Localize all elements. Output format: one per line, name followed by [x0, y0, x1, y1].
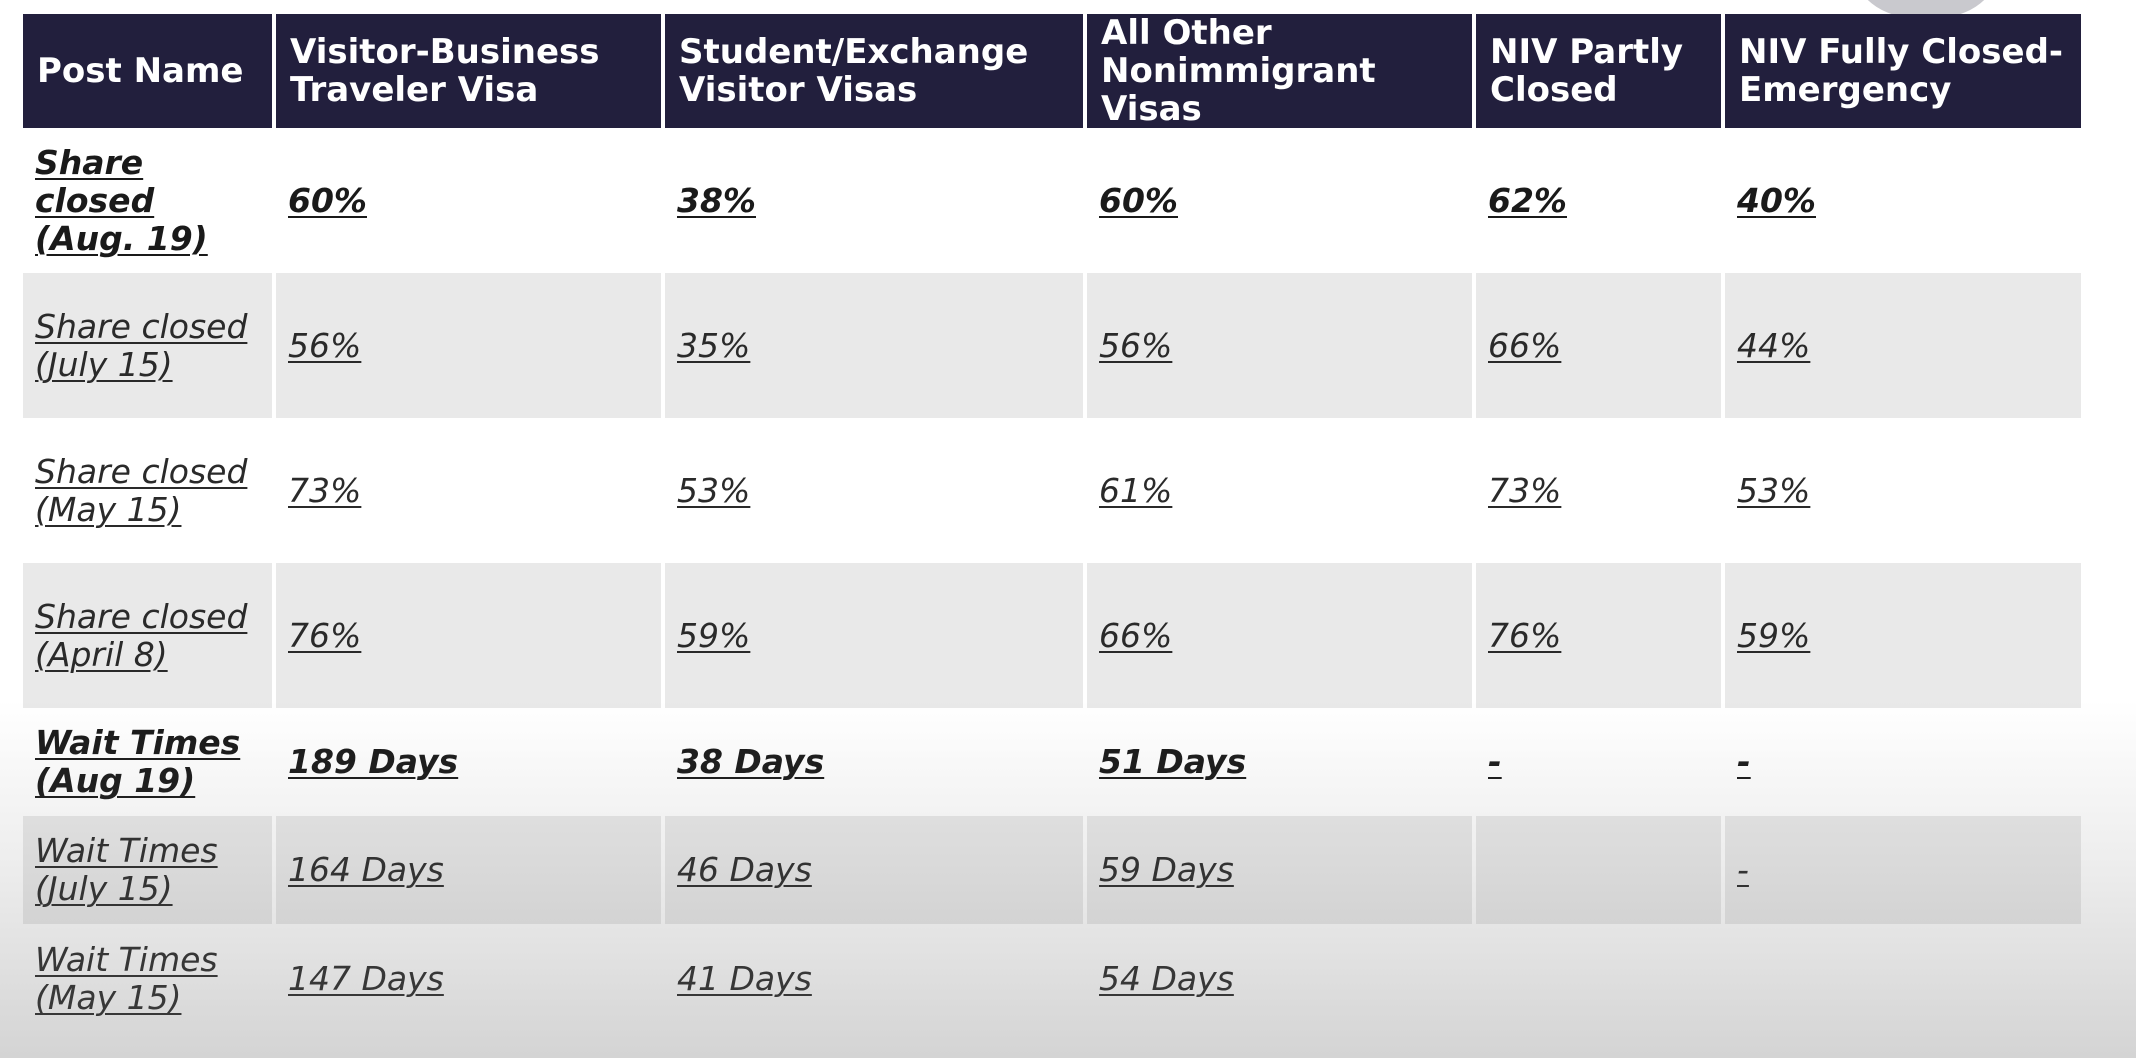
visa-closure-table: Post Name Visitor-Business Traveler Visa…: [23, 14, 2081, 1034]
cell-link[interactable]: 66%: [1488, 325, 1562, 365]
cell-link[interactable]: 46 Days: [677, 850, 812, 889]
row-label-cell: Share closed (April 8): [23, 563, 276, 708]
table-cell: 53%: [665, 418, 1087, 563]
row-label-link[interactable]: Share closed (July 15): [35, 306, 248, 384]
row-label-cell: Share closed (Aug. 19): [23, 128, 276, 273]
table-cell: 60%: [276, 128, 665, 273]
row-label-link[interactable]: Wait Times (Aug 19): [35, 723, 241, 800]
table-cell: 54 Days: [1087, 924, 1476, 1034]
cell-text: -: [1737, 850, 1749, 889]
cell-link[interactable]: 59 Days: [1099, 850, 1234, 889]
cell-link[interactable]: 62%: [1488, 180, 1567, 220]
table-cell: [1725, 924, 2081, 1034]
table-row: Wait Times (Aug 19) 189 Days 38 Days 51 …: [23, 708, 2081, 816]
table-cell: 44%: [1725, 273, 2081, 418]
table-cell: 147 Days: [276, 924, 665, 1034]
header-visitor-business: Visitor-Business Traveler Visa: [276, 14, 665, 128]
table-cell: 60%: [1087, 128, 1476, 273]
table-cell: 66%: [1087, 563, 1476, 708]
table-cell: 73%: [1476, 418, 1725, 563]
table-row: Share closed (April 8) 76% 59% 66% 76% 5…: [23, 563, 2081, 708]
cell-link[interactable]: 56%: [288, 325, 362, 365]
table-cell: -: [1725, 816, 2081, 924]
cell-link[interactable]: 56%: [1099, 325, 1173, 365]
row-label-cell: Wait Times (Aug 19): [23, 708, 276, 816]
table-cell: 164 Days: [276, 816, 665, 924]
table-cell: 40%: [1725, 128, 2081, 273]
table-row: Share closed (May 15) 73% 53% 61% 73% 53…: [23, 418, 2081, 563]
cell-link[interactable]: 76%: [288, 615, 362, 655]
table-cell: 59%: [1725, 563, 2081, 708]
header-post-name: Post Name: [23, 14, 276, 128]
cell-link[interactable]: 73%: [288, 470, 362, 510]
cell-text: -: [1737, 742, 1751, 781]
table-row: Share closed (Aug. 19) 60% 38% 60% 62% 4…: [23, 128, 2081, 273]
table-row: Wait Times (May 15) 147 Days 41 Days 54 …: [23, 924, 2081, 1034]
row-label-link[interactable]: Wait Times (July 15): [35, 831, 218, 908]
cell-link[interactable]: 60%: [288, 180, 367, 220]
table-cell: 46 Days: [665, 816, 1087, 924]
table-cell: 38 Days: [665, 708, 1087, 816]
table-cell: 61%: [1087, 418, 1476, 563]
cell-link[interactable]: 76%: [1488, 615, 1562, 655]
header-all-other-niv: All Other Nonimmigrant Visas: [1087, 14, 1476, 128]
cell-link[interactable]: 35%: [677, 325, 751, 365]
table-cell: -: [1476, 708, 1725, 816]
table-row: Share closed (July 15) 56% 35% 56% 66% 4…: [23, 273, 2081, 418]
cell-link[interactable]: 189 Days: [288, 742, 459, 781]
table-cell: 189 Days: [276, 708, 665, 816]
table-cell: 51 Days: [1087, 708, 1476, 816]
table-cell: 73%: [276, 418, 665, 563]
cell-link[interactable]: 54 Days: [1099, 959, 1234, 998]
header-row: Post Name Visitor-Business Traveler Visa…: [23, 14, 2081, 128]
row-label-cell: Share closed (July 15): [23, 273, 276, 418]
header-niv-partly-closed: NIV Partly Closed: [1476, 14, 1725, 128]
header-student-exchange: Student/Exchange Visitor Visas: [665, 14, 1087, 128]
table-cell: 59 Days: [1087, 816, 1476, 924]
table-cell: 56%: [276, 273, 665, 418]
table-cell: 35%: [665, 273, 1087, 418]
cell-link[interactable]: 60%: [1099, 180, 1178, 220]
cell-link[interactable]: 53%: [677, 470, 751, 510]
cell-link[interactable]: 38%: [677, 180, 756, 220]
cell-link[interactable]: 41 Days: [677, 959, 812, 998]
header-niv-fully-closed: NIV Fully Closed-Emergency: [1725, 14, 2081, 128]
row-label-cell: Wait Times (May 15): [23, 924, 276, 1034]
table-cell: 76%: [276, 563, 665, 708]
table-cell: 53%: [1725, 418, 2081, 563]
table-cell: 38%: [665, 128, 1087, 273]
table-cell: 41 Days: [665, 924, 1087, 1034]
cell-link[interactable]: 147 Days: [288, 959, 444, 998]
cell-text: -: [1488, 742, 1502, 781]
table-cell: -: [1725, 708, 2081, 816]
cell-link[interactable]: 59%: [1737, 615, 1811, 655]
cell-link[interactable]: 59%: [677, 615, 751, 655]
cell-link[interactable]: 44%: [1737, 325, 1811, 365]
row-label-link[interactable]: Share closed (Aug. 19): [35, 142, 208, 258]
cell-link[interactable]: 73%: [1488, 470, 1562, 510]
cell-link[interactable]: 61%: [1099, 470, 1173, 510]
table-cell: [1476, 816, 1725, 924]
row-label-link[interactable]: Share closed (April 8): [35, 596, 248, 674]
row-label-link[interactable]: Wait Times (May 15): [35, 940, 218, 1017]
cell-link[interactable]: 66%: [1099, 615, 1173, 655]
table-cell: 62%: [1476, 128, 1725, 273]
table-cell: 56%: [1087, 273, 1476, 418]
table-cell: [1476, 924, 1725, 1034]
table-cell: 66%: [1476, 273, 1725, 418]
table-cell: 59%: [665, 563, 1087, 708]
cell-link[interactable]: 38 Days: [677, 742, 825, 781]
table-cell: 76%: [1476, 563, 1725, 708]
cell-link[interactable]: 40%: [1737, 180, 1816, 220]
cell-link[interactable]: 53%: [1737, 470, 1811, 510]
cell-link[interactable]: 51 Days: [1099, 742, 1247, 781]
table-row: Wait Times (July 15) 164 Days 46 Days 59…: [23, 816, 2081, 924]
row-label-cell: Share closed (May 15): [23, 418, 276, 563]
row-label-cell: Wait Times (July 15): [23, 816, 276, 924]
row-label-link[interactable]: Share closed (May 15): [35, 451, 248, 529]
cell-link[interactable]: 164 Days: [288, 850, 444, 889]
